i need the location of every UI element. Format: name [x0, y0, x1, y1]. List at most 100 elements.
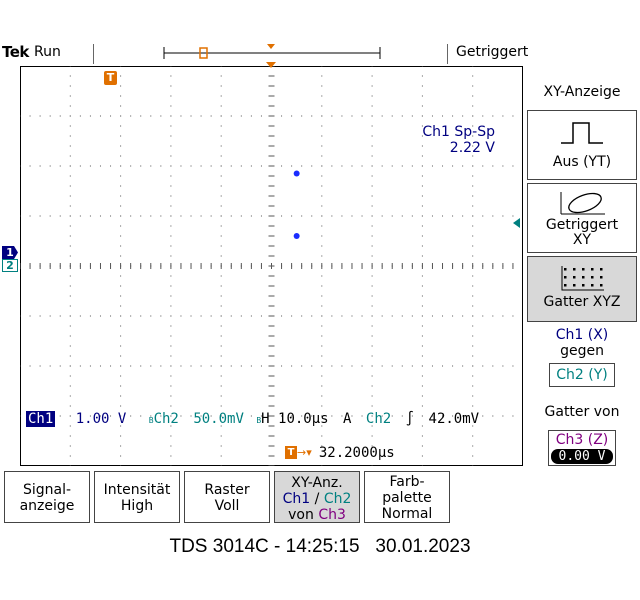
- graticule-dot: [29, 215, 31, 217]
- graticule-dot: [472, 215, 474, 217]
- trigger-offset-arrow-icon: →▾: [297, 446, 312, 459]
- z-level-value: 0.00 V: [551, 449, 613, 464]
- graticule-dot: [321, 445, 323, 447]
- graticule-dot: [170, 235, 172, 237]
- ch3-z-selector[interactable]: Ch3 (Z) 0.00 V: [548, 430, 616, 466]
- graticule-dot: [391, 415, 393, 417]
- graticule-dot: [462, 215, 464, 217]
- trigger-level: 42.0mV: [428, 411, 480, 427]
- graticule-dot: [180, 365, 182, 367]
- graticule-dot: [49, 165, 51, 167]
- graticule-dot: [472, 315, 474, 317]
- graticule-dot: [421, 315, 423, 317]
- graticule-dot: [120, 415, 122, 417]
- ch2-y-selector[interactable]: Ch2 (Y): [549, 363, 615, 387]
- measurement-label: Ch1 Sp-Sp: [422, 124, 495, 140]
- graticule-dot: [220, 445, 222, 447]
- graticule-dot: [472, 445, 474, 447]
- graticule-dot: [220, 315, 222, 317]
- graticule-dot: [220, 105, 222, 107]
- graticule-dot: [130, 315, 132, 317]
- ch2-ground-marker[interactable]: 2: [2, 259, 18, 272]
- intensity-label-1: Intensität: [103, 482, 171, 498]
- graticule-dot: [321, 295, 323, 297]
- graticule-dot: [220, 405, 222, 407]
- graticule-dot: [401, 215, 403, 217]
- graticule-dot: [79, 215, 81, 217]
- graticule-dot: [240, 115, 242, 117]
- signal-display-button[interactable]: Signal- anzeige: [4, 471, 90, 523]
- graticule-dot: [341, 365, 343, 367]
- measurement-value: 2.22 V: [449, 140, 495, 156]
- graticule-dot: [170, 125, 172, 127]
- graticule-dot: [321, 105, 323, 107]
- trigger-level-marker: [513, 218, 520, 228]
- xyz-dot: [591, 284, 594, 287]
- graticule-dot: [411, 115, 413, 117]
- graticule-dot: [281, 315, 283, 317]
- graticule-dot: [391, 365, 393, 367]
- graticule-dot: [250, 315, 252, 317]
- graticule-dot: [291, 165, 293, 167]
- graticule-dot: [472, 395, 474, 397]
- graticule-dot: [421, 175, 423, 177]
- graticule-dot: [170, 155, 172, 157]
- graticule-button[interactable]: Raster Voll: [184, 471, 270, 523]
- graticule-dot: [371, 215, 373, 217]
- graticule-dot: [160, 215, 162, 217]
- graticule-dot: [200, 115, 202, 117]
- xy-off-button[interactable]: Aus (YT): [527, 110, 637, 180]
- trigger-slope-icon: ∫: [405, 411, 415, 427]
- graticule-dot: [371, 85, 373, 87]
- graticule-dot: [69, 75, 71, 77]
- graticule-dot: [421, 465, 423, 466]
- graticule-dot: [492, 415, 494, 417]
- graticule-dot: [120, 425, 122, 427]
- graticule-dot: [421, 305, 423, 307]
- graticule-dot: [120, 115, 122, 117]
- ch2-bw-mark: B: [148, 416, 154, 425]
- graticule-dot: [220, 275, 222, 277]
- graticule-dot: [421, 415, 423, 417]
- graticule-dot: [361, 365, 363, 367]
- graticule-dot: [120, 66, 122, 67]
- graticule-dot: [89, 315, 91, 317]
- graticule-dot: [301, 215, 303, 217]
- triggered-xy-button[interactable]: Getriggert XY: [527, 183, 637, 253]
- graticule-dot: [492, 365, 494, 367]
- graticule-dot: [431, 165, 433, 167]
- graticule: [20, 66, 514, 466]
- ch1-label[interactable]: Ch1: [26, 411, 56, 427]
- ch1-ground-marker[interactable]: 1: [2, 246, 18, 259]
- graticule-dot: [110, 215, 112, 217]
- graticule-dot: [170, 395, 172, 397]
- graticule-dot: [381, 365, 383, 367]
- graticule-dot: [442, 215, 444, 217]
- color-palette-label-2: palette: [382, 490, 432, 506]
- graticule-dot: [442, 315, 444, 317]
- gate-xyz-button[interactable]: Gatter XYZ: [527, 256, 637, 322]
- color-palette-button[interactable]: Farb- palette Normal: [364, 471, 450, 523]
- xy-display-button[interactable]: XY-Anz. Ch1 / Ch2 von Ch3: [274, 471, 360, 523]
- graticule-dot: [371, 185, 373, 187]
- gate-xyz-label: Gatter XYZ: [543, 294, 621, 310]
- graticule-dot: [220, 205, 222, 207]
- graticule-dot: [170, 195, 172, 197]
- graticule-dot: [371, 435, 373, 437]
- intensity-button[interactable]: Intensität High: [94, 471, 180, 523]
- graticule-dot: [401, 115, 403, 117]
- graticule-dot: [120, 465, 122, 466]
- graticule-dot: [331, 315, 333, 317]
- graticule-dot: [220, 295, 222, 297]
- graticule-dot: [311, 315, 313, 317]
- graticule-dot: [220, 66, 222, 67]
- graticule-dot: [120, 315, 122, 317]
- graticule-dot: [69, 415, 71, 417]
- graticule-dot: [411, 365, 413, 367]
- graticule-dot: [371, 425, 373, 427]
- graticule-dot: [170, 145, 172, 147]
- graticule-dot: [371, 125, 373, 127]
- graticule-dot: [59, 415, 61, 417]
- graticule-dot: [79, 165, 81, 167]
- graticule-dot: [371, 245, 373, 247]
